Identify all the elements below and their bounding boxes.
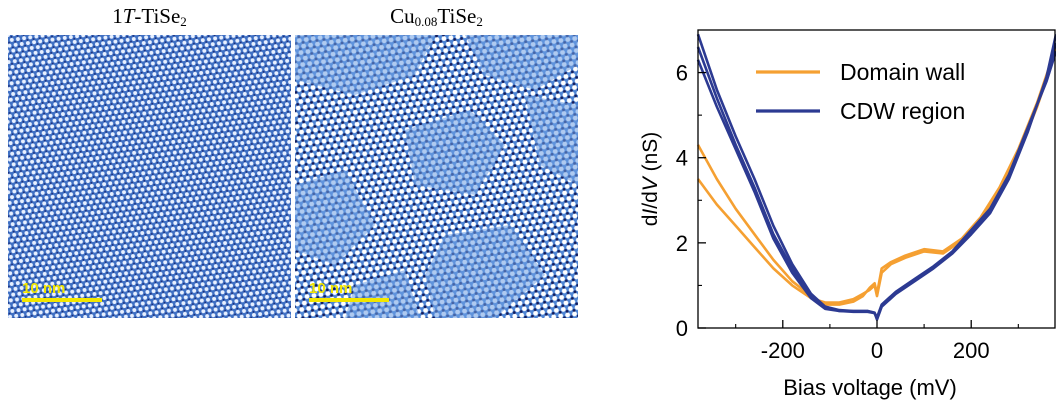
- y-axis-label: dI/dV (nS): [639, 132, 662, 227]
- legend-label: Domain wall: [840, 59, 965, 85]
- didv-chart: -200 0 200 0 2 4 6 Domain wall CDW region Bias …: [639, 29, 1056, 400]
- y-tick-label: 6: [676, 61, 688, 86]
- x-tick-label: -200: [761, 338, 805, 363]
- domain-wall-network: [295, 35, 578, 318]
- stm-image-doped: 10 nm: [295, 35, 578, 318]
- scale-bar-right: 10 nm: [309, 281, 391, 302]
- left-title-main: -TiSe: [134, 4, 181, 28]
- stm-lattice-doped: [295, 35, 578, 318]
- right-title-main2: TiSe: [437, 4, 477, 28]
- left-title-sub: 2: [180, 14, 187, 29]
- stm-lattice-pristine: [8, 35, 291, 318]
- y-tick-label: 2: [676, 231, 688, 256]
- scale-bar-right-label: 10 nm: [309, 280, 353, 297]
- right-panel-title: Cu0.08TiSe2: [295, 4, 578, 30]
- scale-bar-left-line: [22, 298, 102, 302]
- series-cdw-region-line-2: [696, 42, 1056, 320]
- scale-bar-left-label: 10 nm: [22, 280, 66, 297]
- x-tick-label: 200: [953, 338, 990, 363]
- y-tick-label: 4: [676, 146, 688, 171]
- stm-image-pristine: 10 nm: [8, 35, 291, 318]
- x-tick-label: 0: [871, 338, 883, 363]
- scale-bar-left: 10 nm: [22, 281, 104, 302]
- left-panel-title: 1T-TiSe2: [8, 4, 291, 30]
- right-title-sub: 0.08: [414, 14, 438, 29]
- y-tick-label: 0: [676, 316, 688, 341]
- right-title-sub2: 2: [476, 14, 483, 29]
- legend: Domain wall CDW region: [756, 59, 965, 124]
- x-axis-label: Bias voltage (mV): [783, 375, 957, 400]
- axis-ticks: -200 0 200 0 2 4 6: [676, 61, 1019, 363]
- left-title-prefix: 1: [112, 4, 123, 28]
- right-title-main: Cu: [390, 4, 415, 28]
- series-domain-wall-line-1: [696, 50, 1056, 304]
- legend-label: CDW region: [840, 98, 965, 124]
- chart-lines: [696, 33, 1056, 321]
- left-title-italic: T: [122, 4, 135, 28]
- scale-bar-right-line: [309, 298, 389, 302]
